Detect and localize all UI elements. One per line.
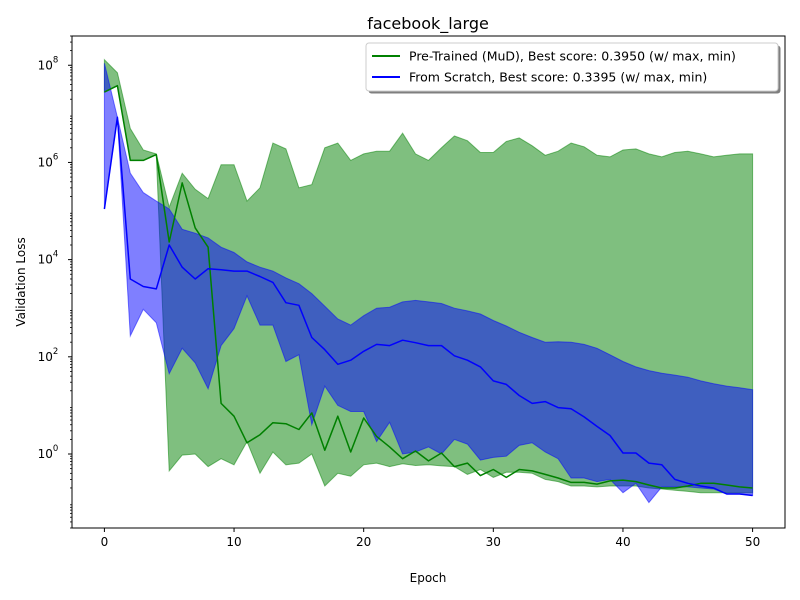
legend-label-0: Pre-Trained (MuD), Best score: 0.3950 (w… [409,49,736,64]
x-tick-label: 20 [356,535,371,549]
line-series-0 [104,84,753,489]
line-series-1 [103,116,753,497]
x-tick-label: 40 [615,535,630,549]
legend-box [365,42,779,92]
confidence-bands [103,58,754,504]
x-tick-label: 30 [486,535,501,549]
x-tick-label: 10 [226,535,241,549]
x-axis: 0 10 20 30 40 50 [101,528,760,549]
x-axis-title: Epoch [410,571,447,585]
legend: Pre-Trained (MuD), Best score: 0.3950 (w… [365,42,781,94]
x-tick-label: 0 [101,535,109,549]
x-tick-label: 50 [745,535,760,549]
plot-frame [71,35,786,529]
chart-title: facebook_large [367,14,489,34]
series-lines [103,84,753,497]
y-axis-title: Validation Loss [14,237,28,326]
legend-label-1: From Scratch, Best score: 0.3395 (w/ max… [409,70,707,85]
